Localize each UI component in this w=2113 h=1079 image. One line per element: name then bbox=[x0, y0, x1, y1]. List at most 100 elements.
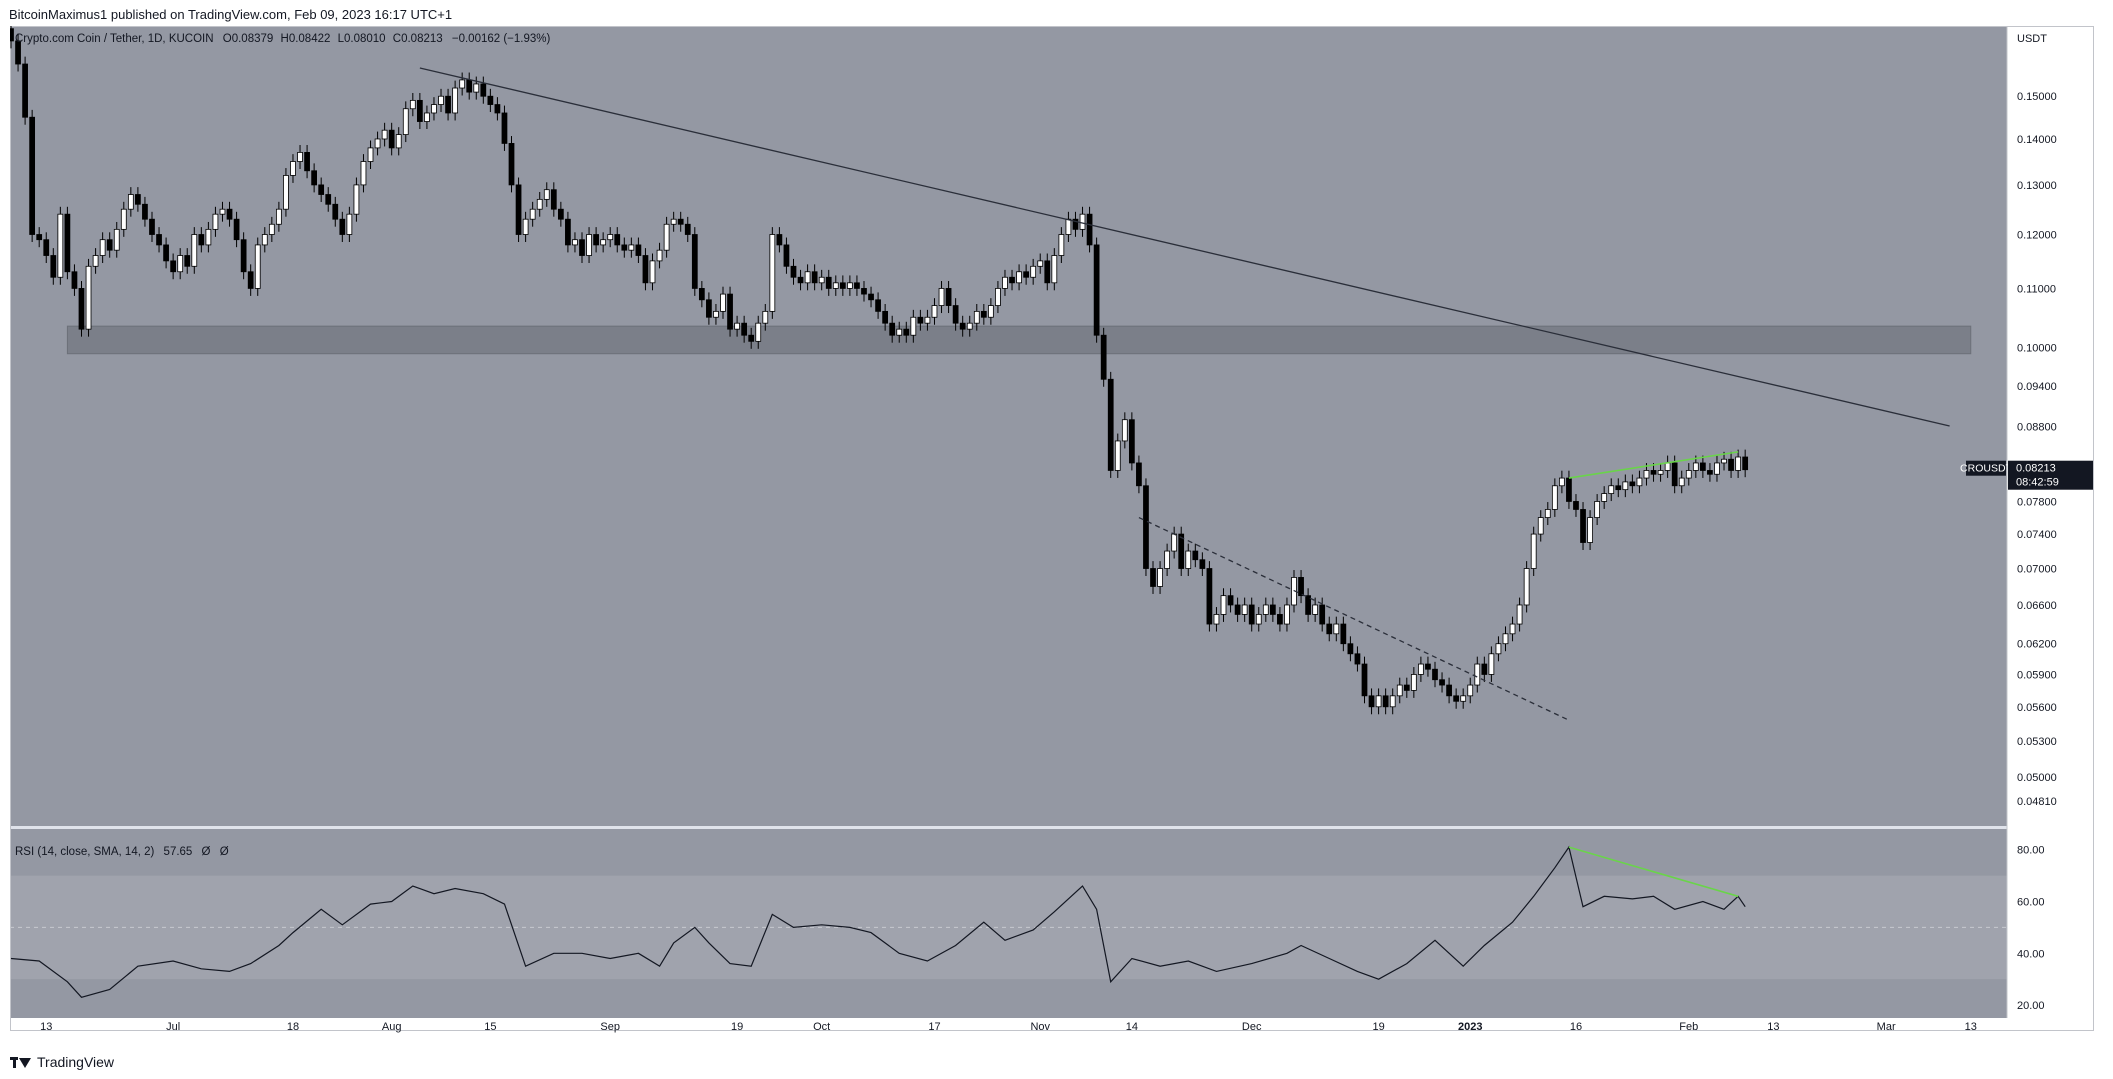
candle[interactable] bbox=[360, 154, 367, 193]
candle[interactable] bbox=[621, 237, 628, 258]
price-axis[interactable] bbox=[2007, 26, 2094, 1031]
candle[interactable] bbox=[1551, 478, 1558, 517]
candle[interactable] bbox=[670, 211, 677, 232]
candle[interactable] bbox=[1692, 455, 1699, 478]
candle[interactable] bbox=[973, 303, 980, 331]
candle[interactable] bbox=[240, 232, 247, 280]
candle[interactable] bbox=[1707, 463, 1713, 482]
candle[interactable] bbox=[1418, 656, 1424, 682]
candle[interactable] bbox=[1375, 688, 1382, 715]
candle[interactable] bbox=[995, 281, 1001, 314]
candle[interactable] bbox=[557, 201, 564, 227]
candle[interactable] bbox=[43, 232, 50, 263]
candle[interactable] bbox=[1516, 597, 1523, 632]
candle[interactable] bbox=[847, 275, 853, 296]
candle[interactable] bbox=[261, 227, 268, 253]
candle[interactable] bbox=[1340, 616, 1347, 652]
candle[interactable] bbox=[508, 136, 515, 193]
candle[interactable] bbox=[416, 92, 423, 130]
candle[interactable] bbox=[99, 232, 106, 263]
candle[interactable] bbox=[1255, 607, 1262, 632]
candle[interactable] bbox=[494, 97, 501, 121]
candle[interactable] bbox=[550, 182, 557, 217]
candle[interactable] bbox=[1157, 561, 1163, 594]
candle[interactable] bbox=[374, 131, 381, 156]
candle[interactable] bbox=[1657, 463, 1664, 482]
candle[interactable] bbox=[1467, 677, 1474, 704]
candle[interactable] bbox=[529, 201, 536, 227]
green-line-line[interactable] bbox=[1568, 451, 1739, 479]
candle[interactable] bbox=[381, 122, 388, 147]
candle[interactable] bbox=[1128, 412, 1135, 471]
candle[interactable] bbox=[268, 216, 275, 242]
candle[interactable] bbox=[945, 281, 952, 314]
candle[interactable] bbox=[388, 122, 395, 156]
candle[interactable] bbox=[896, 321, 903, 343]
candle[interactable] bbox=[691, 227, 698, 296]
current-price-tag[interactable]: CROUSDT 0.08213 08:42:59 bbox=[1960, 460, 2093, 490]
candle[interactable] bbox=[233, 211, 240, 248]
candle[interactable] bbox=[276, 201, 282, 232]
candle[interactable] bbox=[36, 227, 43, 248]
candle[interactable] bbox=[64, 206, 71, 280]
candle[interactable] bbox=[325, 187, 332, 212]
candle[interactable] bbox=[1164, 543, 1170, 576]
candle[interactable] bbox=[565, 211, 571, 253]
candle[interactable] bbox=[15, 33, 21, 72]
candle[interactable] bbox=[755, 315, 762, 349]
candle[interactable] bbox=[177, 248, 184, 280]
candle[interactable] bbox=[1495, 636, 1502, 662]
candle[interactable] bbox=[1030, 258, 1037, 285]
candle[interactable] bbox=[346, 206, 353, 242]
candle[interactable] bbox=[367, 140, 374, 169]
candle[interactable] bbox=[1410, 667, 1417, 698]
candle[interactable] bbox=[1199, 552, 1206, 576]
candle[interactable] bbox=[1432, 661, 1438, 688]
candle[interactable] bbox=[1298, 570, 1304, 604]
candle[interactable] bbox=[889, 315, 896, 343]
candle[interactable] bbox=[677, 211, 684, 232]
candle[interactable] bbox=[1051, 248, 1058, 291]
candle[interactable] bbox=[431, 97, 437, 121]
candle[interactable] bbox=[1453, 688, 1460, 709]
candle[interactable] bbox=[1192, 543, 1199, 568]
dashed-descending-resistance-line[interactable] bbox=[1138, 516, 1570, 721]
candle[interactable] bbox=[1277, 607, 1283, 632]
candle[interactable] bbox=[50, 248, 57, 285]
candle[interactable] bbox=[1305, 588, 1311, 622]
chart-svg[interactable]: USDT 0.15000 0.14000 0.13000 0.12000 0.11000 0… bbox=[10, 26, 2094, 1051]
candle[interactable] bbox=[1361, 656, 1368, 704]
candle[interactable] bbox=[487, 88, 494, 113]
candle[interactable] bbox=[1241, 597, 1248, 622]
candle[interactable] bbox=[1058, 227, 1065, 263]
candle[interactable] bbox=[198, 227, 205, 253]
candle[interactable] bbox=[1481, 656, 1488, 682]
candle[interactable] bbox=[1509, 616, 1516, 642]
candle[interactable] bbox=[1227, 588, 1234, 613]
candle[interactable] bbox=[1608, 478, 1615, 502]
candle[interactable] bbox=[1650, 463, 1657, 482]
candle[interactable] bbox=[1086, 206, 1093, 253]
candle[interactable] bbox=[219, 201, 226, 222]
candle[interactable] bbox=[663, 216, 670, 258]
candle[interactable] bbox=[57, 206, 64, 285]
candle[interactable] bbox=[332, 196, 339, 227]
candle[interactable] bbox=[1002, 269, 1008, 296]
candle[interactable] bbox=[769, 227, 776, 319]
candle[interactable] bbox=[1537, 510, 1544, 542]
candle[interactable] bbox=[825, 269, 832, 296]
candle[interactable] bbox=[311, 163, 317, 193]
candle[interactable] bbox=[607, 227, 614, 248]
candle[interactable] bbox=[71, 264, 78, 296]
candle[interactable] bbox=[988, 298, 994, 325]
candle[interactable] bbox=[409, 92, 416, 117]
candle[interactable] bbox=[1009, 269, 1015, 291]
candle[interactable] bbox=[402, 101, 409, 143]
candle[interactable] bbox=[452, 80, 458, 121]
candle[interactable] bbox=[1382, 688, 1389, 715]
candle[interactable] bbox=[931, 298, 938, 325]
candle[interactable] bbox=[776, 227, 783, 253]
candle[interactable] bbox=[191, 227, 198, 274]
candle[interactable] bbox=[727, 286, 733, 337]
candle[interactable] bbox=[1523, 561, 1530, 613]
